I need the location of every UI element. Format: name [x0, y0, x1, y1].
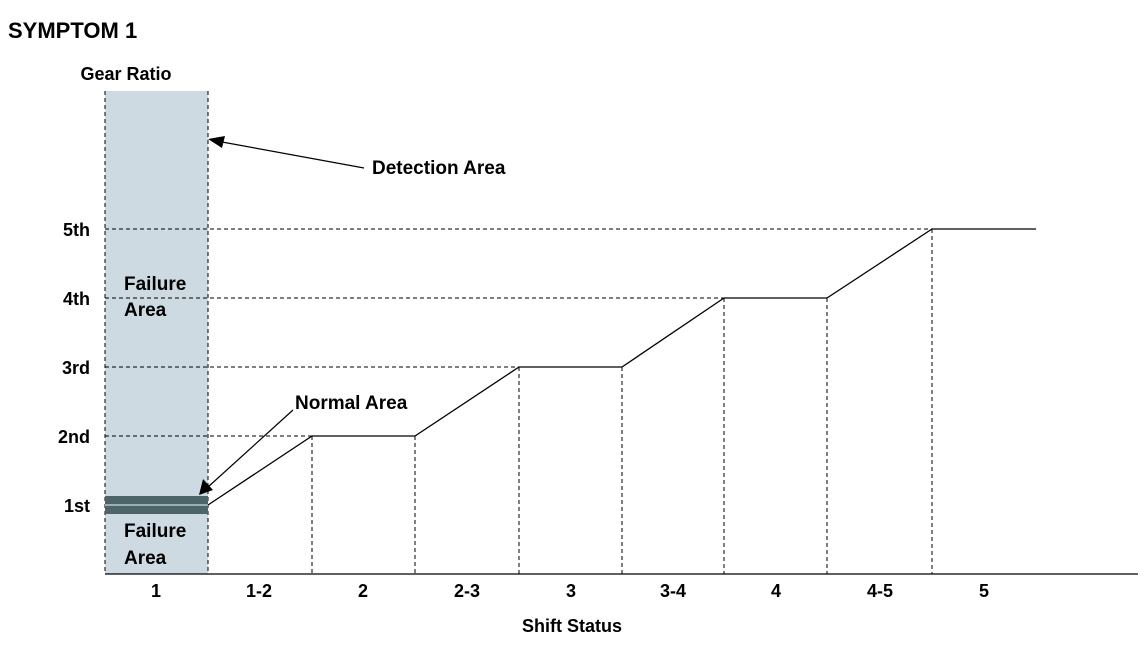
gear-label-4th: 4th: [63, 289, 90, 309]
shift-label-5: 5: [979, 581, 989, 601]
shift-label-2: 2: [358, 581, 368, 601]
gear-ratio-profile-line: [207, 228, 1036, 506]
shift-label-3: 3: [566, 581, 576, 601]
y-axis-label: Gear Ratio: [80, 64, 171, 84]
failure-area-upper-line2: Area: [124, 300, 167, 321]
normal-area-arrow: [207, 409, 294, 488]
detection-area-arrowhead: [208, 136, 225, 148]
shift-label-4: 4: [771, 581, 781, 601]
detection-area-arrow: [221, 141, 365, 169]
gear-label-5th: 5th: [63, 220, 90, 240]
failure-area-lower-line2: Area: [124, 548, 167, 569]
failure-area-lower-line1: Failure: [124, 521, 186, 542]
failure-area-upper-line1: Failure: [124, 274, 186, 295]
shift-label-1-2: 1-2: [246, 581, 272, 601]
gear-label-1st: 1st: [64, 496, 90, 516]
diagram-title: SYMPTOM 1: [8, 18, 137, 43]
detection-area-label: Detection Area: [372, 158, 506, 179]
shift-label-2-3: 2-3: [454, 581, 480, 601]
gear-label-2nd: 2nd: [58, 427, 90, 447]
normal-area-label: Normal Area: [295, 393, 408, 414]
shift-label-1: 1: [151, 581, 161, 601]
x-axis-label: Shift Status: [522, 616, 622, 636]
shift-label-3-4: 3-4: [660, 581, 686, 601]
detection-area-region: [105, 91, 208, 574]
gear-label-3rd: 3rd: [62, 358, 90, 378]
shift-label-4-5: 4-5: [867, 581, 893, 601]
normal-area-arrowhead: [199, 479, 213, 495]
